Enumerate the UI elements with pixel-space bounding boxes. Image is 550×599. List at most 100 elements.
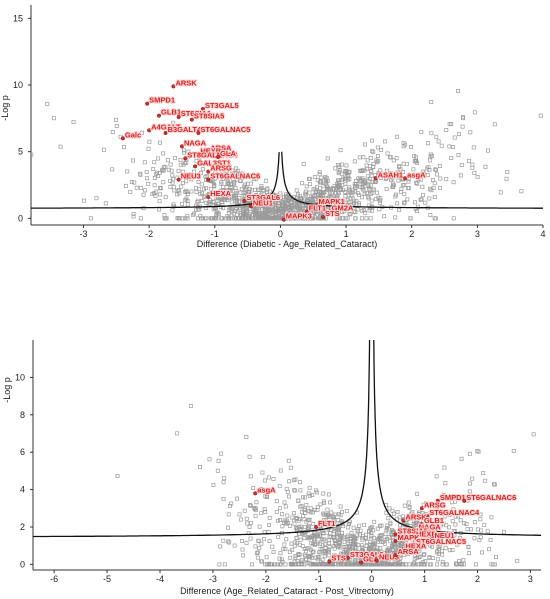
data-point bbox=[410, 516, 415, 521]
data-point bbox=[157, 207, 161, 212]
data-point bbox=[340, 210, 345, 214]
data-point bbox=[302, 517, 307, 522]
data-point bbox=[192, 169, 197, 174]
data-point bbox=[129, 180, 134, 184]
data-point bbox=[88, 216, 93, 221]
gene-label: B3GALT4 bbox=[168, 125, 202, 134]
data-point bbox=[444, 534, 449, 539]
data-point bbox=[331, 211, 336, 216]
data-point bbox=[313, 207, 318, 212]
data-point bbox=[427, 196, 432, 201]
data-point bbox=[242, 184, 247, 189]
data-point bbox=[278, 468, 283, 473]
data-point bbox=[360, 545, 365, 550]
data-point bbox=[348, 549, 353, 554]
data-point bbox=[165, 158, 170, 163]
data-point bbox=[251, 177, 256, 182]
data-point bbox=[406, 177, 411, 182]
data-point bbox=[325, 156, 330, 161]
data-point bbox=[289, 541, 294, 546]
data-point bbox=[254, 194, 259, 199]
data-point bbox=[338, 560, 343, 565]
data-point bbox=[416, 177, 421, 182]
data-point bbox=[303, 189, 308, 194]
data-point bbox=[207, 457, 212, 462]
data-point bbox=[158, 186, 163, 191]
data-point bbox=[361, 555, 366, 560]
data-point bbox=[310, 550, 315, 555]
data-point bbox=[285, 201, 290, 206]
data-point bbox=[302, 552, 307, 557]
data-point bbox=[468, 130, 473, 135]
data-point bbox=[267, 539, 272, 543]
data-point bbox=[238, 190, 243, 195]
data-point bbox=[364, 216, 369, 221]
highlighted-point bbox=[393, 552, 398, 558]
data-point bbox=[266, 475, 271, 480]
data-point bbox=[428, 562, 433, 567]
data-point bbox=[397, 539, 402, 544]
data-point bbox=[415, 181, 420, 186]
data-point bbox=[218, 205, 223, 210]
data-point bbox=[355, 533, 360, 538]
data-point bbox=[221, 206, 226, 211]
data-point bbox=[459, 456, 464, 461]
x-axis-title: Difference (Diabetic - Age_Related_Catar… bbox=[197, 239, 377, 249]
data-point bbox=[307, 560, 312, 565]
data-point bbox=[348, 544, 353, 549]
data-point bbox=[405, 197, 410, 202]
gene-label: ST6GALNAC4 bbox=[429, 508, 480, 517]
data-point bbox=[184, 196, 189, 201]
data-point bbox=[81, 198, 86, 203]
data-point bbox=[385, 151, 390, 156]
data-point bbox=[372, 519, 377, 524]
gene-label: HEXB bbox=[200, 146, 221, 155]
data-point bbox=[173, 156, 178, 161]
data-point bbox=[144, 170, 149, 175]
data-point bbox=[435, 536, 440, 541]
data-point bbox=[447, 548, 452, 553]
data-point bbox=[216, 458, 221, 463]
data-point bbox=[352, 560, 357, 565]
data-point bbox=[228, 178, 232, 183]
data-point bbox=[370, 149, 375, 154]
data-point bbox=[391, 158, 396, 163]
data-point bbox=[482, 522, 487, 527]
gene-label: HEXB bbox=[416, 529, 437, 538]
data-point bbox=[196, 180, 201, 184]
data-point bbox=[253, 544, 258, 549]
data-point bbox=[472, 171, 477, 175]
data-point bbox=[318, 523, 323, 528]
data-point bbox=[511, 449, 516, 454]
data-point bbox=[439, 503, 444, 508]
data-point bbox=[337, 190, 342, 195]
data-point bbox=[439, 533, 443, 538]
data-point bbox=[307, 190, 312, 195]
data-point bbox=[259, 511, 264, 516]
data-point bbox=[389, 178, 394, 182]
data-point bbox=[352, 209, 357, 214]
data-point bbox=[250, 562, 254, 567]
data-point bbox=[166, 167, 171, 172]
data-point bbox=[308, 182, 312, 187]
data-point bbox=[404, 162, 409, 166]
data-point bbox=[444, 177, 449, 182]
data-point bbox=[425, 526, 430, 530]
data-point bbox=[115, 474, 120, 478]
data-point bbox=[395, 170, 400, 175]
data-point bbox=[226, 512, 231, 517]
data-point bbox=[332, 512, 337, 517]
data-point bbox=[297, 524, 302, 529]
y-tick-label: 10 bbox=[15, 372, 25, 382]
data-point bbox=[318, 179, 323, 184]
data-point bbox=[451, 507, 456, 512]
data-point bbox=[155, 170, 160, 175]
data-point bbox=[314, 209, 319, 214]
data-point bbox=[288, 196, 292, 201]
data-point bbox=[440, 552, 445, 557]
data-point bbox=[411, 167, 416, 172]
data-point bbox=[436, 557, 440, 562]
data-point bbox=[45, 102, 50, 106]
data-point bbox=[329, 527, 334, 532]
